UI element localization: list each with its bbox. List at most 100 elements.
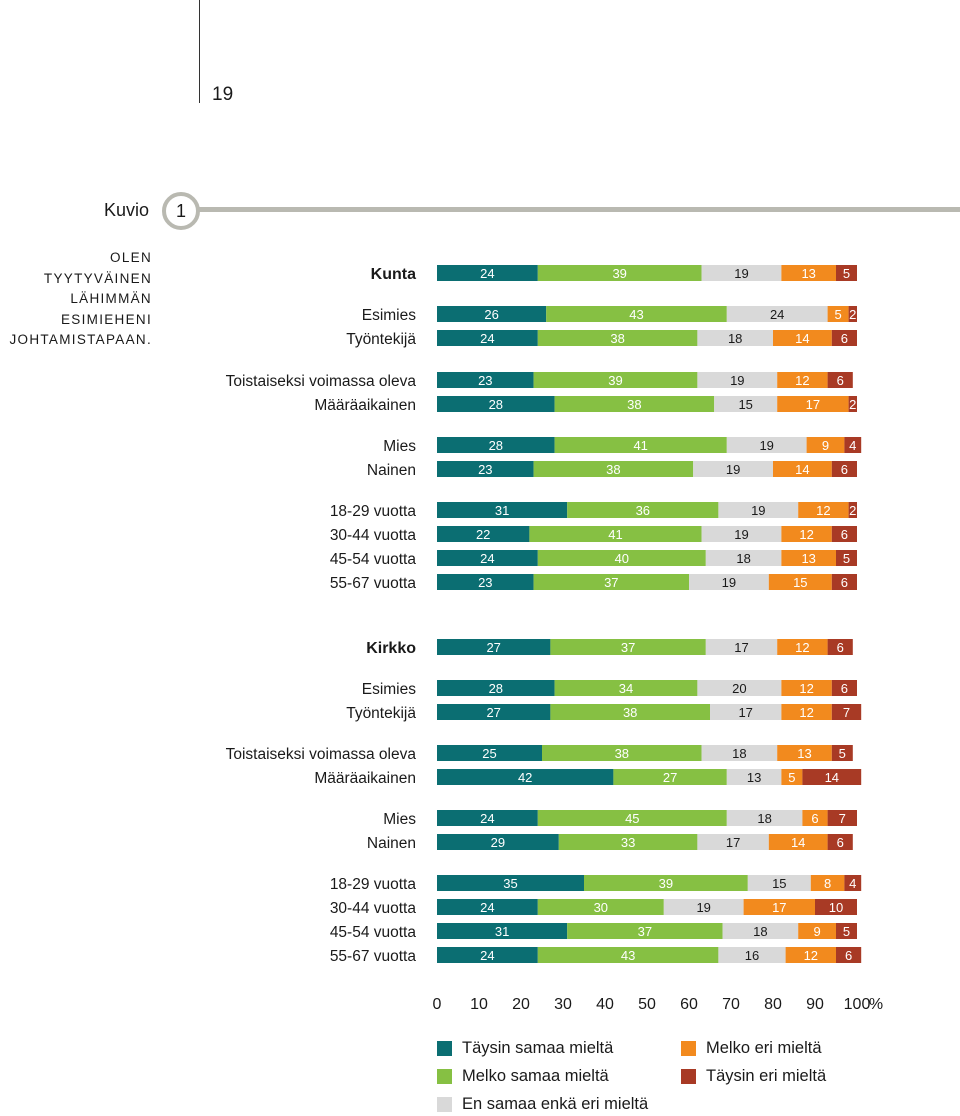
bar-segment (437, 461, 534, 477)
bar-value-label: 30 (594, 900, 608, 915)
bar-value-label: 38 (615, 746, 629, 761)
bar-value-label: 13 (797, 746, 811, 761)
bar-value-label: 13 (801, 266, 815, 281)
bar-value-label: 35 (503, 876, 517, 891)
bar-value-label: 12 (795, 373, 809, 388)
bar-value-label: 6 (845, 948, 852, 963)
legend-item: Melko eri mieltä (681, 1036, 822, 1060)
bar-segment (781, 526, 832, 542)
row-label: 30-44 vuotta (330, 527, 417, 544)
bar-segment (831, 574, 857, 590)
row-label: Mies (383, 438, 416, 455)
bar-segment (777, 639, 828, 655)
row-label: Esimies (362, 307, 417, 324)
header-divider-line (199, 0, 200, 103)
bar-value-label: 19 (759, 438, 773, 453)
row-label: Määräaikainen (314, 397, 416, 414)
x-tick-label: 80 (764, 996, 782, 1013)
bar-value-label: 17 (734, 640, 748, 655)
bar-value-label: 2 (849, 397, 856, 412)
bar-segment (726, 810, 803, 826)
bar-segment (554, 396, 715, 412)
x-tick-label: 0 (433, 996, 442, 1013)
bar-segment (844, 875, 862, 891)
bar-value-label: 24 (480, 266, 494, 281)
row-label: Määräaikainen (314, 770, 416, 787)
bar-value-label: 12 (795, 640, 809, 655)
bar-segment (831, 330, 857, 346)
bar-value-label: 19 (722, 575, 736, 590)
bar-value-label: 12 (799, 681, 813, 696)
bar-segment (831, 461, 857, 477)
bar-value-label: 19 (751, 503, 765, 518)
legend-label: En samaa enkä eri mieltä (462, 1094, 649, 1113)
x-tick-label: 100 (844, 996, 871, 1013)
bar-segment (437, 437, 555, 453)
bar-segment (697, 834, 769, 850)
bar-segment (554, 437, 727, 453)
bar-segment (567, 502, 719, 518)
bar-value-label: 13 (747, 770, 761, 785)
bar-segment (743, 899, 815, 915)
row-label: 45-54 vuotta (330, 924, 417, 941)
bar-value-label: 31 (495, 503, 509, 518)
bar-segment (726, 437, 807, 453)
row-label: 18-29 vuotta (330, 876, 417, 893)
bar-value-label: 28 (489, 397, 503, 412)
bar-segment (777, 396, 849, 412)
bar-segment (810, 875, 845, 891)
legend-swatch (437, 1068, 452, 1084)
bar-value-label: 15 (793, 575, 807, 590)
bar-value-label: 15 (772, 876, 786, 891)
bar-value-label: 28 (489, 438, 503, 453)
bar-segment (827, 810, 857, 826)
bar-segment (529, 526, 702, 542)
bar-segment (747, 875, 811, 891)
legend-item: Melko samaa mieltä (437, 1064, 609, 1088)
bar-value-label: 38 (627, 397, 641, 412)
bar-segment (831, 745, 853, 761)
bar-segment (815, 899, 857, 915)
bar-value-label: 22 (476, 527, 490, 542)
bar-segment (584, 875, 748, 891)
bar-value-label: 39 (612, 266, 626, 281)
bar-segment (701, 745, 778, 761)
x-tick-label: 40 (596, 996, 614, 1013)
bar-segment (827, 834, 853, 850)
legend-label: Täysin samaa mieltä (462, 1038, 614, 1057)
bar-segment (663, 899, 744, 915)
bar-segment (701, 265, 782, 281)
bar-segment (437, 396, 555, 412)
bar-value-label: 27 (486, 640, 500, 655)
row-label: 55-67 vuotta (330, 575, 417, 592)
bar-segment (701, 526, 782, 542)
bar-segment (437, 574, 534, 590)
bar-value-label: 28 (489, 681, 503, 696)
bar-segment (437, 769, 614, 785)
bar-segment (802, 769, 862, 785)
bar-value-label: 6 (841, 681, 848, 696)
bar-segment (693, 461, 773, 477)
bar-segment (802, 810, 828, 826)
bar-segment (836, 265, 857, 281)
bar-segment (768, 574, 832, 590)
bar-value-label: 17 (806, 397, 820, 412)
bar-value-label: 24 (480, 948, 494, 963)
bar-segment (437, 899, 538, 915)
bar-value-label: 6 (811, 811, 818, 826)
x-tick-label: 20 (512, 996, 530, 1013)
bar-value-label: 34 (619, 681, 633, 696)
bar-value-label: 18 (728, 331, 742, 346)
bar-value-label: 14 (795, 331, 809, 346)
bar-segment (437, 923, 568, 939)
bar-segment (798, 502, 849, 518)
bar-value-label: 7 (839, 811, 846, 826)
bar-value-label: 37 (638, 924, 652, 939)
bar-segment (697, 680, 782, 696)
bar-segment (437, 265, 538, 281)
bar-segment (831, 680, 857, 696)
bar-value-label: 6 (841, 527, 848, 542)
bar-segment (773, 461, 832, 477)
bar-value-label: 45 (625, 811, 639, 826)
bar-value-label: 14 (791, 835, 805, 850)
